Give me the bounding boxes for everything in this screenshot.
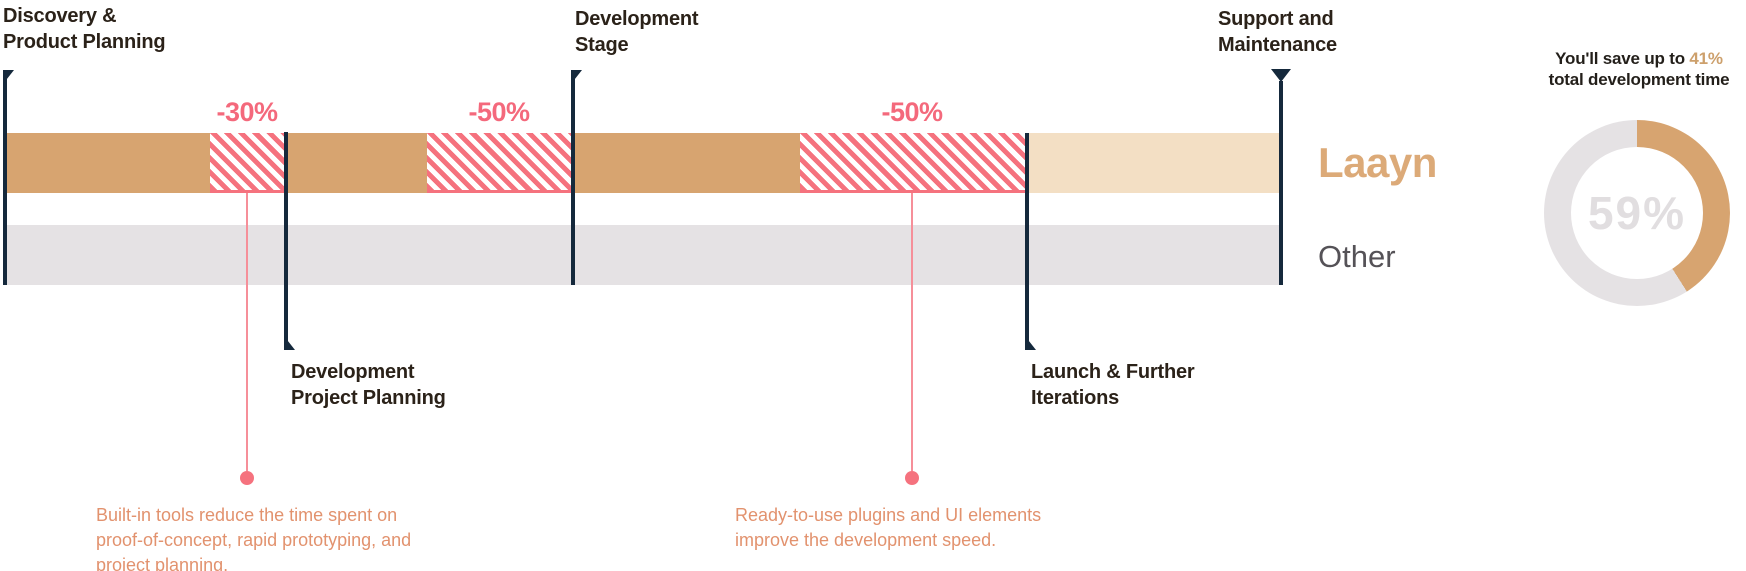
callout-text-line: proof-of-concept, rapid prototyping, and (96, 530, 412, 550)
stage-label-line: Development (291, 361, 415, 383)
stage-label-line: Support and (1218, 8, 1334, 30)
marker-foot-icon (1025, 336, 1036, 350)
callout-text-line: improve the development speed. (735, 530, 997, 550)
series-label-other: Other (1318, 239, 1396, 274)
callout-text-plugins: Ready-to-use plugins and UI elements imp… (735, 503, 1041, 553)
stage-label-line: Project Planning (291, 387, 446, 409)
marker-line (3, 70, 7, 285)
saving-label-development: -50% (881, 97, 943, 127)
laayn-segment-light (1029, 133, 1279, 193)
saving-label-discovery: -30% (216, 97, 278, 127)
summary-prefix: You'll save up to (1555, 49, 1690, 68)
marker-line (1279, 81, 1283, 285)
donut-center-label: 59% (1587, 187, 1687, 239)
callout-dot-tools (240, 471, 254, 485)
callout-line-plugins (911, 193, 913, 471)
callout-line-tools (246, 193, 248, 471)
other-bar (6, 225, 1280, 285)
donut-hole: 59% (1571, 147, 1703, 279)
callout-text-line: project planning. (96, 555, 229, 571)
series-label-laayn: Laayn (1318, 139, 1437, 186)
laayn-segment-saved-hatched (210, 133, 285, 193)
stage-label-discovery: Discovery & Product Planning (3, 3, 166, 55)
laayn-segment-solid (6, 133, 210, 193)
stage-label-line: Stage (575, 34, 629, 56)
stage-label-line: Product Planning (3, 31, 166, 53)
laayn-segment-solid (288, 133, 427, 193)
summary-text: You'll save up to 41% total development … (1519, 48, 1746, 90)
summary-line-2: total development time (1548, 70, 1730, 89)
summary-highlight: 41% (1689, 49, 1723, 68)
stage-label-development-stage: Development Stage (575, 6, 699, 58)
marker-foot-icon (284, 336, 295, 350)
stage-label-line: Iterations (1031, 387, 1120, 409)
stage-label-line: Maintenance (1218, 34, 1337, 56)
stage-label-launch: Launch & Further Iterations (1031, 359, 1195, 411)
marker-line (1025, 133, 1029, 350)
callout-dot-plugins (905, 471, 919, 485)
stage-label-dev-project-planning: Development Project Planning (291, 359, 446, 411)
stage-label-line: Launch & Further (1031, 361, 1195, 383)
laayn-segment-solid (575, 133, 800, 193)
stage-label-line: Discovery & (3, 5, 117, 27)
summary-line-1: You'll save up to 41% (1519, 48, 1746, 69)
saving-label-planning: -50% (468, 97, 530, 127)
callout-text-line: Built-in tools reduce the time spent on (96, 505, 398, 525)
marker-flag-icon (3, 70, 14, 84)
marker-flag-icon (571, 70, 582, 84)
laayn-segment-saved-hatched (427, 133, 572, 193)
marker-triangle-icon (1271, 69, 1291, 82)
stage-label-line: Development (575, 8, 699, 30)
laayn-segment-saved-hatched (800, 133, 1025, 193)
donut-chart: 59% (1544, 120, 1730, 306)
callout-text-line: Ready-to-use plugins and UI elements (735, 505, 1042, 525)
marker-line (284, 132, 288, 350)
marker-line (571, 70, 575, 285)
stage-label-support: Support and Maintenance (1218, 6, 1337, 58)
callout-text-tools: Built-in tools reduce the time spent on … (96, 503, 411, 571)
